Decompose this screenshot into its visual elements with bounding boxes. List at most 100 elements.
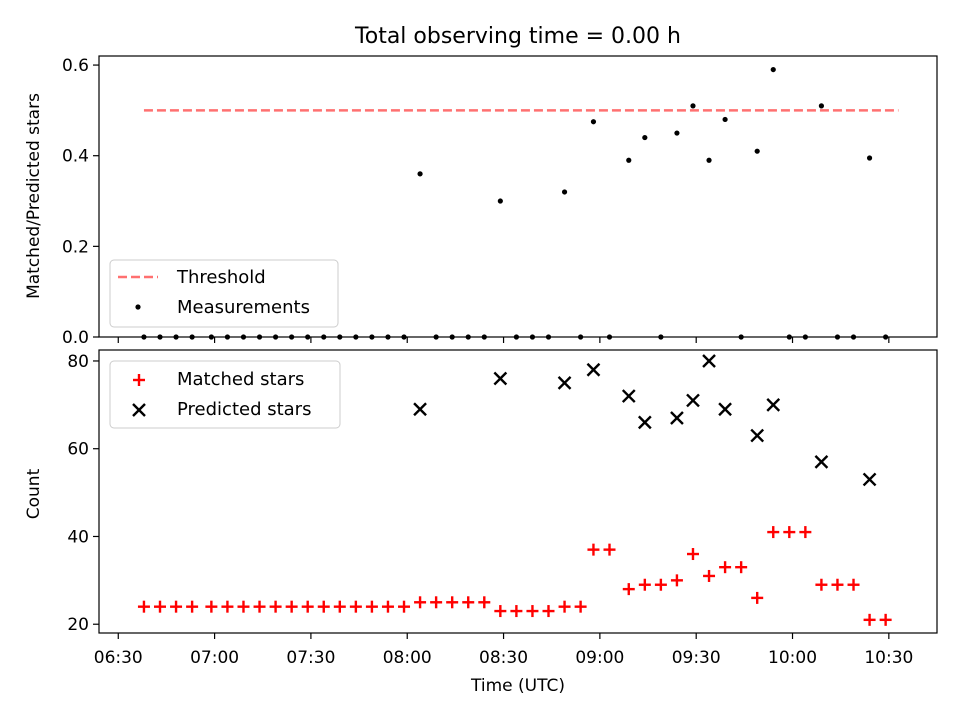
matched-star-point <box>446 596 459 609</box>
bottom-y-axis-label: Count <box>24 468 44 519</box>
bottom-y-tick-label: 60 <box>67 440 89 460</box>
bottom-x-axis-label: Time (UTC) <box>470 676 565 696</box>
measurement-point <box>866 155 873 161</box>
matched-star-point <box>381 600 394 613</box>
predicted-star-point <box>750 428 765 443</box>
measurement-point <box>674 130 680 136</box>
measurement-point <box>770 66 776 73</box>
matched-star-point <box>799 526 812 539</box>
predicted-star-point <box>621 389 636 403</box>
bottom-x-tick-label: 10:30 <box>864 648 913 668</box>
matched-star-point <box>205 600 218 613</box>
matched-star-point <box>430 596 443 609</box>
predicted-stars-series <box>413 354 877 487</box>
matched-star-point <box>587 543 600 556</box>
predicted-star-point <box>493 371 508 386</box>
top-x-ticks <box>117 337 890 343</box>
legend-threshold-label: Threshold <box>176 267 266 288</box>
top-panel: 0.0 0.2 0.4 0.6 Matched/Predicted stars Thr… <box>24 55 938 348</box>
matched-star-point <box>349 600 362 613</box>
top-legend-box <box>109 259 339 328</box>
measurement-point <box>818 103 825 109</box>
matched-star-point <box>542 605 555 618</box>
matched-star-point <box>558 600 571 613</box>
bottom-legend-box <box>109 360 341 429</box>
measurement-point <box>706 157 712 163</box>
matched-star-point <box>365 600 378 613</box>
bottom-x-tick-label: 10:00 <box>768 648 817 668</box>
matched-star-point <box>237 600 250 613</box>
bottom-x-tick-label: 09:00 <box>575 648 624 668</box>
bottom-plot-frame <box>98 349 938 634</box>
matched-star-point <box>285 600 298 613</box>
matched-star-point <box>574 600 587 613</box>
matched-star-point <box>301 600 314 613</box>
measurement-point <box>417 171 423 177</box>
matched-star-point <box>137 600 150 613</box>
predicted-star-point <box>586 362 601 377</box>
bottom-x-axis: 06:30 07:00 07:30 08:00 08:30 09:00 09:30 10:00… <box>94 633 913 668</box>
matched-star-point <box>170 600 183 613</box>
top-y-tick-label: 0.2 <box>62 237 89 257</box>
bottom-x-tick-label: 06:30 <box>94 648 143 668</box>
matched-star-point <box>831 578 844 591</box>
matched-star-point <box>398 600 411 613</box>
bottom-x-tick-label: 07:30 <box>286 648 335 668</box>
predicted-star-point <box>686 393 700 408</box>
matched-star-point <box>622 583 635 596</box>
top-y-axis-label: Matched/Predicted stars <box>24 93 44 299</box>
matched-star-point <box>719 561 732 574</box>
top-plot-frame <box>98 55 938 338</box>
matched-star-point <box>269 600 282 613</box>
top-y-tick-label: 0.6 <box>62 56 89 76</box>
matched-star-point <box>847 578 860 591</box>
top-y-tick-label: 0.4 <box>62 147 89 167</box>
measurement-point <box>754 148 760 154</box>
bottom-x-tick-label: 07:00 <box>190 648 239 668</box>
matched-star-point <box>462 596 475 609</box>
top-legend: Threshold Measurements <box>109 259 339 328</box>
matched-star-point <box>478 596 491 609</box>
matched-star-point <box>863 613 876 626</box>
predicted-star-point <box>413 402 427 417</box>
predicted-star-point <box>670 411 684 425</box>
predicted-star-point <box>557 376 572 390</box>
measurement-point <box>642 134 648 141</box>
bottom-y-tick-label: 20 <box>67 615 89 635</box>
matched-star-point <box>414 596 427 609</box>
legend-measurements-label: Measurements <box>177 297 310 318</box>
measurement-point <box>497 198 503 204</box>
matched-star-point <box>186 600 199 613</box>
predicted-star-point <box>702 354 716 368</box>
predicted-star-point <box>766 397 781 412</box>
measurement-point <box>590 119 597 125</box>
matched-star-point <box>751 591 764 604</box>
matched-star-point <box>221 600 234 613</box>
matched-star-point <box>253 600 266 613</box>
legend-predicted-swatch <box>132 403 146 417</box>
measurement-point <box>626 157 632 163</box>
matched-star-point <box>333 600 346 613</box>
predicted-star-point <box>637 415 652 430</box>
bottom-y-tick-label: 80 <box>67 352 89 372</box>
matched-star-point <box>526 605 539 618</box>
legend-matched-swatch <box>133 374 145 386</box>
matched-star-point <box>638 578 651 591</box>
matched-star-point <box>767 526 780 539</box>
matched-star-point <box>735 561 748 574</box>
matched-star-point <box>494 605 507 618</box>
bottom-legend: Matched stars Predicted stars <box>109 360 341 429</box>
top-y-axis: 0.0 0.2 0.4 0.6 <box>62 56 99 348</box>
legend-predicted-label: Predicted stars <box>177 399 311 420</box>
matched-star-point <box>603 543 616 556</box>
figure-title: Total observing time = 0.00 h <box>354 24 681 49</box>
bottom-x-tick-label: 08:30 <box>479 648 528 668</box>
legend-matched-label: Matched stars <box>177 369 304 390</box>
bottom-y-axis: 20 40 60 80 <box>67 352 99 635</box>
matched-star-point <box>654 578 667 591</box>
top-y-tick-label: 0.0 <box>62 328 89 348</box>
measurement-point <box>690 103 696 109</box>
